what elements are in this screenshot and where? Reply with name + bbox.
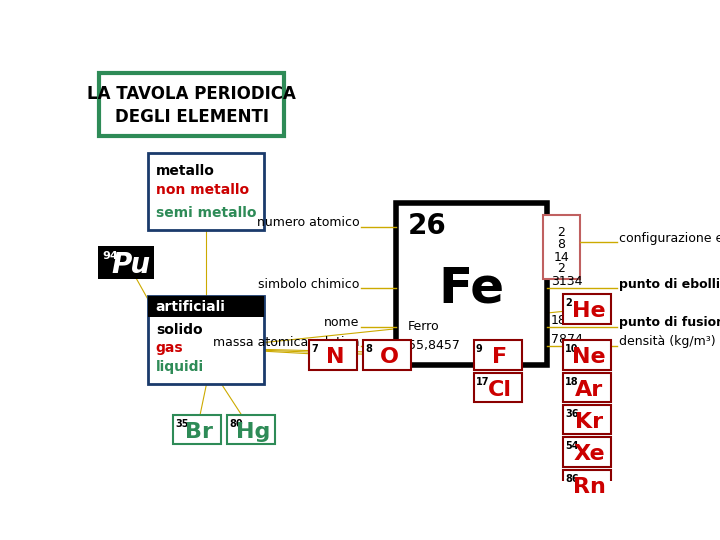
Text: 36: 36 [565, 409, 579, 419]
Text: 17: 17 [476, 377, 490, 387]
Text: 8: 8 [557, 238, 565, 251]
Text: 35: 35 [175, 419, 189, 429]
Text: Kr: Kr [575, 412, 603, 432]
FancyBboxPatch shape [363, 340, 411, 370]
Text: non metallo: non metallo [156, 183, 249, 197]
Text: 8: 8 [365, 345, 372, 354]
Text: 2: 2 [557, 262, 565, 275]
Text: artificiali: artificiali [156, 300, 226, 314]
FancyBboxPatch shape [228, 415, 275, 444]
Text: Rn: Rn [572, 477, 606, 497]
Text: 1811: 1811 [551, 314, 582, 327]
FancyBboxPatch shape [98, 246, 153, 279]
Text: Cl: Cl [488, 380, 512, 400]
Text: Hg: Hg [236, 422, 271, 442]
Text: 86: 86 [565, 474, 579, 484]
FancyBboxPatch shape [563, 470, 611, 499]
Text: DEGLI ELEMENTI: DEGLI ELEMENTI [114, 108, 269, 126]
FancyBboxPatch shape [148, 296, 264, 318]
FancyBboxPatch shape [563, 294, 611, 323]
FancyBboxPatch shape [148, 153, 264, 231]
Text: 2: 2 [565, 298, 572, 308]
Text: configurazione elettronica: configurazione elettronica [618, 232, 720, 245]
Text: simbolo chimico: simbolo chimico [258, 278, 360, 291]
Text: nome: nome [324, 316, 360, 329]
Text: massa atomica relativa: massa atomica relativa [213, 335, 360, 348]
Text: Ne: Ne [572, 347, 606, 367]
Text: 9: 9 [476, 345, 482, 354]
Text: metallo: metallo [156, 164, 215, 178]
FancyBboxPatch shape [563, 405, 611, 434]
Text: 14: 14 [554, 251, 569, 264]
FancyBboxPatch shape [148, 296, 264, 384]
Text: N: N [326, 347, 345, 367]
Text: punto di fusione (°C): punto di fusione (°C) [618, 316, 720, 329]
Text: 2: 2 [557, 226, 565, 239]
Text: LA TAVOLA PERIODICA: LA TAVOLA PERIODICA [87, 85, 296, 103]
Text: Br: Br [185, 422, 213, 442]
Text: Fe: Fe [438, 264, 505, 312]
Text: 10: 10 [565, 345, 579, 354]
Text: Xe: Xe [573, 444, 605, 464]
Text: punto di ebollizione (°C): punto di ebollizione (°C) [618, 278, 720, 291]
FancyBboxPatch shape [544, 215, 580, 279]
FancyBboxPatch shape [474, 340, 522, 370]
FancyBboxPatch shape [563, 373, 611, 402]
FancyBboxPatch shape [173, 415, 221, 444]
Text: 3134: 3134 [551, 275, 582, 288]
Text: numero atomico: numero atomico [257, 216, 360, 229]
Text: gas: gas [156, 341, 184, 355]
FancyBboxPatch shape [563, 437, 611, 467]
Text: 94: 94 [102, 251, 118, 261]
Text: Ar: Ar [575, 380, 603, 400]
Text: 26: 26 [408, 213, 446, 240]
FancyBboxPatch shape [310, 340, 357, 370]
Text: F: F [492, 347, 508, 367]
Text: O: O [379, 347, 399, 367]
Text: 55,8457: 55,8457 [408, 339, 459, 353]
Text: densità (kg/m³): densità (kg/m³) [618, 335, 715, 348]
Text: 80: 80 [230, 419, 243, 429]
Text: solido: solido [156, 323, 202, 338]
Text: liquidi: liquidi [156, 360, 204, 374]
Text: semi metallo: semi metallo [156, 206, 256, 220]
FancyBboxPatch shape [99, 72, 284, 136]
Text: 54: 54 [565, 441, 579, 451]
FancyBboxPatch shape [396, 204, 547, 365]
Text: 18: 18 [565, 377, 579, 387]
Text: He: He [572, 301, 606, 321]
Text: 7874: 7874 [551, 333, 583, 346]
FancyBboxPatch shape [474, 373, 522, 402]
FancyBboxPatch shape [563, 340, 611, 370]
Text: 7: 7 [312, 345, 318, 354]
Text: Pu: Pu [112, 251, 150, 279]
Text: Ferro: Ferro [408, 320, 439, 333]
